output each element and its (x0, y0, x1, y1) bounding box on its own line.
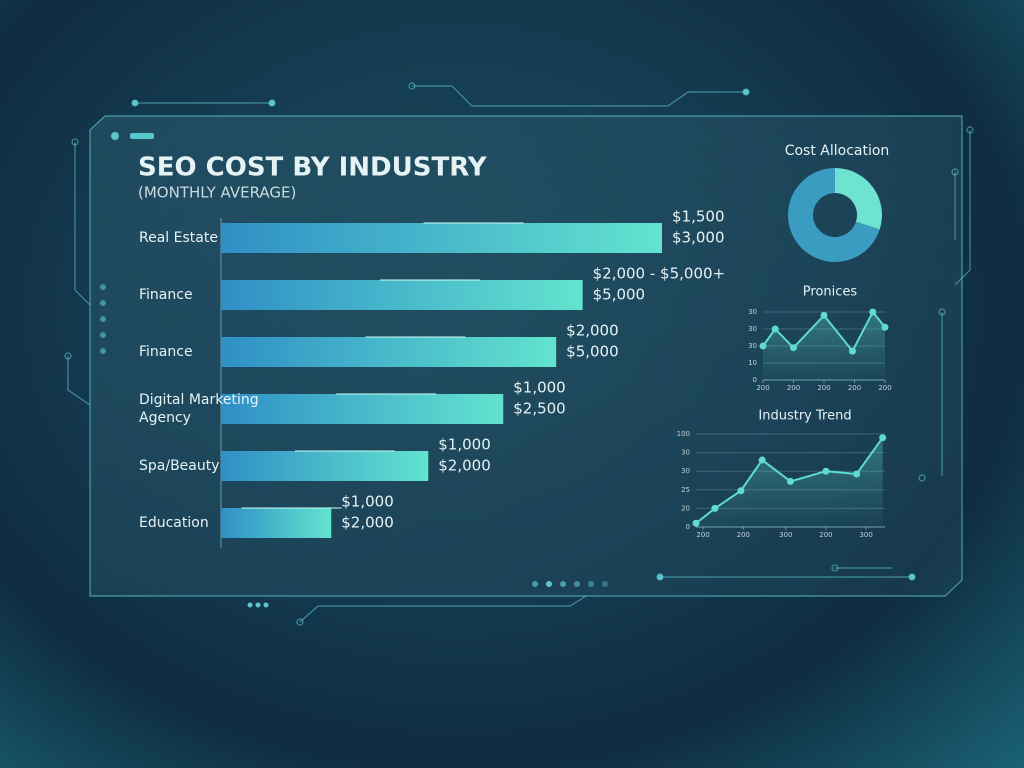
category-label: Education (139, 515, 209, 531)
value-label: $2,000 (341, 514, 394, 532)
category-label: Finance (139, 287, 193, 303)
value-label: $2,500 (513, 400, 566, 418)
value-label: $1,000 (513, 379, 566, 397)
y-tick-label: 0 (686, 523, 690, 531)
value-label: $1,000 (341, 493, 394, 511)
y-tick-label: 100 (677, 430, 690, 438)
line-point (737, 487, 745, 495)
line-point (711, 504, 719, 512)
value-label: $3,000 (672, 229, 725, 247)
line-point (787, 477, 794, 485)
bar (221, 223, 662, 253)
bar (221, 280, 583, 310)
line-point (848, 347, 856, 355)
category-label: Finance (139, 344, 193, 360)
pie-slice (835, 168, 882, 230)
x-tick-label: 200 (787, 384, 800, 392)
x-tick-label: 200 (819, 531, 832, 539)
bar (221, 337, 557, 367)
line-point (879, 434, 887, 442)
value-label: $5,000 (593, 286, 646, 304)
pie-slice (787, 168, 880, 262)
y-tick-label: 20 (681, 504, 690, 512)
line-area (763, 312, 885, 380)
x-tick-label: 200 (848, 384, 861, 392)
y-tick-label: 0 (753, 376, 757, 384)
value-label: $2,000 - $5,000+ (593, 265, 726, 283)
category-label: Spa/Beauty (139, 458, 220, 474)
line-point (881, 323, 889, 331)
value-label: $1,500 (672, 208, 725, 226)
line-point (853, 470, 861, 478)
line-point (759, 342, 767, 350)
value-label: $2,000 (566, 322, 619, 340)
x-tick-label: 300 (859, 531, 872, 539)
bar (221, 508, 332, 538)
line-point (822, 467, 830, 475)
line-point (790, 344, 797, 352)
x-tick-label: 200 (756, 384, 769, 392)
x-tick-label: 200 (817, 384, 830, 392)
x-tick-label: 200 (737, 531, 750, 539)
line-point (692, 519, 700, 527)
x-tick-label: 300 (779, 531, 792, 539)
line-point (771, 325, 779, 333)
y-tick-label: 30 (748, 342, 757, 350)
x-tick-label: 200 (696, 531, 709, 539)
y-tick-label: 30 (681, 467, 690, 475)
category-label: Real Estate (139, 230, 218, 246)
y-tick-label: 30 (748, 308, 757, 316)
value-label: $1,000 (438, 436, 491, 454)
chart-subtitle: (MONTHLY AVERAGE) (138, 184, 296, 202)
line-point (820, 311, 828, 319)
line-point (869, 308, 877, 316)
y-tick-label: 30 (748, 325, 757, 333)
line-title: Industry Trend (758, 409, 851, 424)
bar (221, 451, 429, 481)
panel-decor (100, 132, 608, 608)
line-title: Pronices (803, 285, 858, 300)
value-label: $5,000 (566, 343, 619, 361)
x-tick-label: 200 (878, 384, 891, 392)
bar (221, 394, 504, 424)
y-tick-label: 25 (681, 486, 690, 494)
y-tick-label: 10 (748, 359, 757, 367)
chart-title: SEO COST BY INDUSTRY (138, 153, 488, 183)
line-series (695, 437, 884, 525)
y-tick-label: 30 (681, 449, 690, 457)
value-label: $2,000 (438, 457, 491, 475)
category-label: Digital Marketing Agency (139, 392, 259, 426)
pie-title: Cost Allocation (785, 143, 890, 159)
line-point (758, 456, 766, 464)
